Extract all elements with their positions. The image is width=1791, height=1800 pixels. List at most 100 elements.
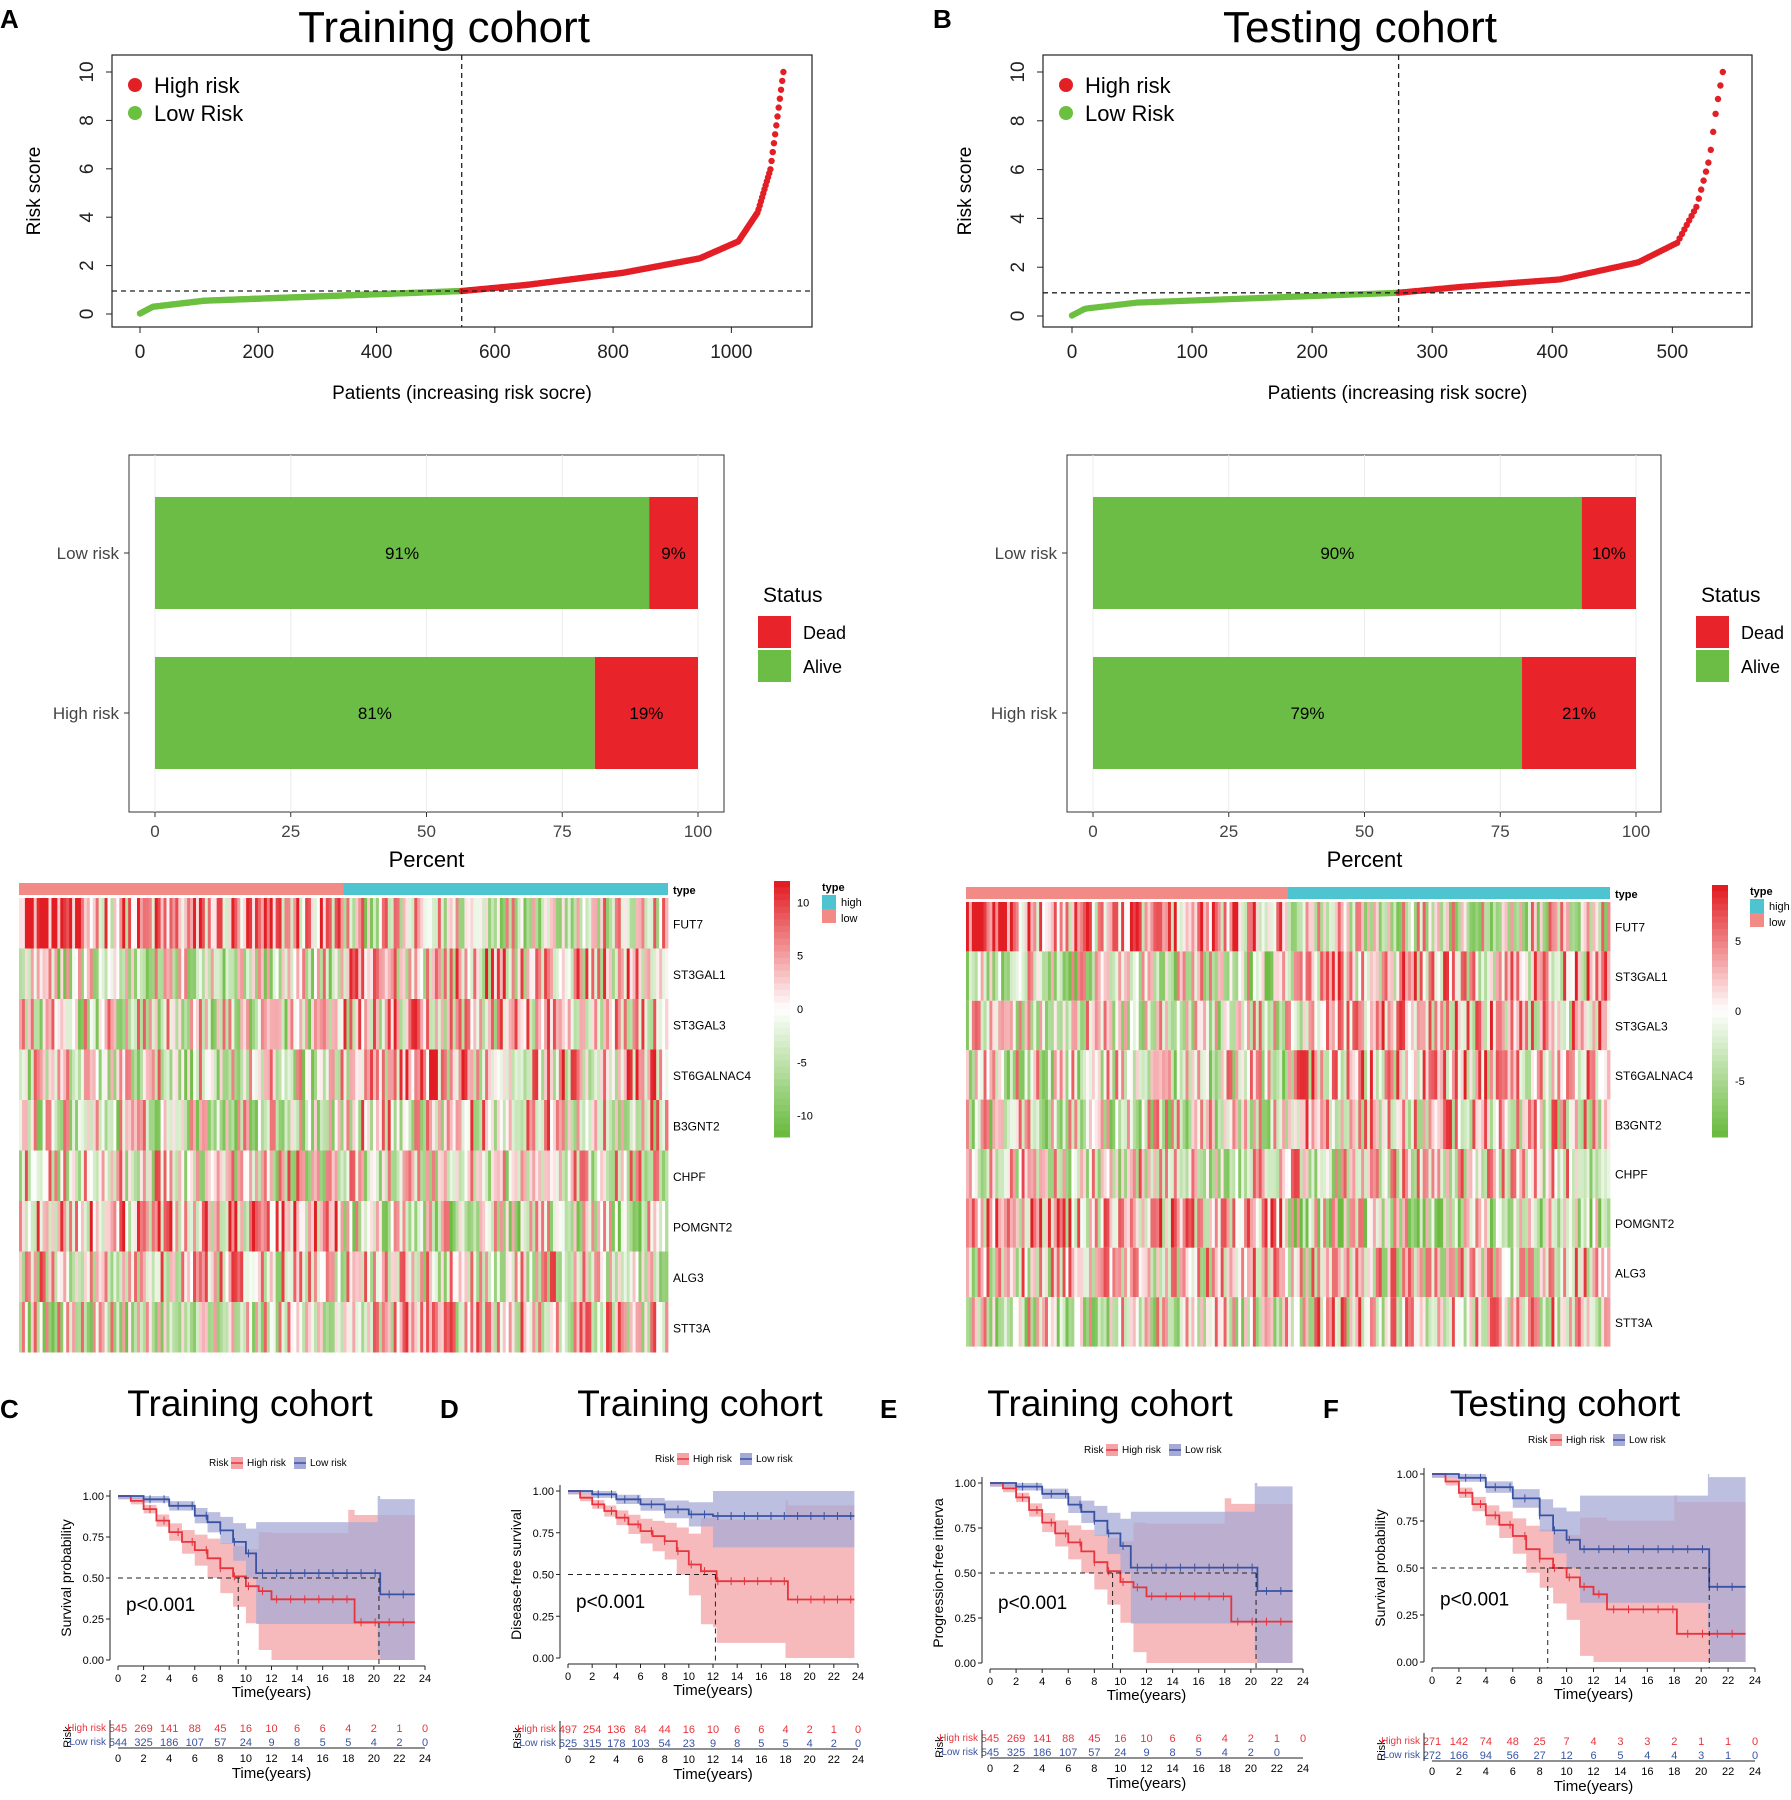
heat-cell xyxy=(1355,1149,1359,1199)
heat-cell xyxy=(201,1100,206,1151)
heat-cell xyxy=(1091,951,1096,1001)
heat-cell xyxy=(998,1247,1002,1298)
gene-label: ST6GALNAC4 xyxy=(1615,1069,1693,1083)
heat-cell xyxy=(485,948,489,999)
heat-cell xyxy=(1206,902,1210,952)
heat-cell xyxy=(998,1099,1002,1149)
heat-cell xyxy=(644,1302,648,1353)
heat-cell xyxy=(1121,1149,1125,1199)
heat-cell xyxy=(1042,1000,1046,1051)
heat-cell xyxy=(1367,1297,1371,1347)
heat-cell xyxy=(1481,902,1485,952)
heat-cell xyxy=(547,1201,551,1252)
heat-cell xyxy=(343,1302,347,1353)
heat-cell xyxy=(1314,1149,1318,1199)
heat-cell xyxy=(662,1251,666,1302)
heat-cell xyxy=(1434,1198,1438,1248)
heat-cell xyxy=(1495,902,1500,952)
heat-cell xyxy=(1021,951,1025,1001)
heat-cell xyxy=(411,1201,415,1252)
heat-cell xyxy=(1226,1297,1230,1347)
heat-cell xyxy=(110,898,114,949)
heat-cell xyxy=(1173,1198,1178,1248)
heat-cell xyxy=(1229,1247,1233,1298)
heat-cell xyxy=(1413,1198,1418,1248)
heat-cell xyxy=(1355,1000,1359,1051)
heat-cell xyxy=(1027,1247,1031,1298)
heat-cell xyxy=(246,1251,250,1302)
color-scale-step xyxy=(774,1079,790,1087)
heat-cell xyxy=(417,1049,421,1100)
heat-cell xyxy=(1343,1198,1347,1248)
heat-cell xyxy=(662,898,666,949)
heat-cell xyxy=(1443,1050,1447,1100)
heat-cell xyxy=(293,1201,297,1252)
heat-cell xyxy=(1302,1149,1306,1199)
heat-cell xyxy=(1159,1050,1163,1100)
heat-cell xyxy=(1121,1099,1125,1149)
heat-cell xyxy=(1027,1149,1031,1199)
heat-cell xyxy=(1118,1198,1122,1248)
gene-label: ST6GALNAC4 xyxy=(673,1069,751,1083)
heat-cell xyxy=(370,898,374,949)
heat-cell xyxy=(157,1100,161,1151)
heat-cell xyxy=(193,948,197,999)
heat-cell xyxy=(260,898,265,949)
heat-cell xyxy=(249,898,253,949)
heat-cell xyxy=(1264,951,1268,1001)
heat-cell xyxy=(131,1201,135,1252)
heat-cell xyxy=(1015,951,1020,1001)
heat-cell xyxy=(1548,1050,1552,1100)
heat-cell xyxy=(1252,1198,1257,1248)
heat-cell xyxy=(19,898,23,949)
heat-cell xyxy=(544,898,548,949)
heat-cell xyxy=(1331,951,1336,1001)
heat-cell xyxy=(1393,1000,1397,1051)
heat-cell xyxy=(231,948,235,999)
heat-cell xyxy=(19,1049,23,1100)
heat-cell xyxy=(632,999,636,1050)
heat-cell xyxy=(550,898,554,949)
heat-cell xyxy=(154,1049,159,1100)
heat-cell xyxy=(1217,902,1222,952)
heat-cell xyxy=(378,1150,383,1201)
heat-cell xyxy=(1495,1247,1500,1298)
heat-cell xyxy=(1372,1050,1377,1100)
heat-cell xyxy=(237,1100,241,1151)
heat-cell xyxy=(638,898,642,949)
heat-cell xyxy=(1367,951,1371,1001)
heat-cell xyxy=(552,999,557,1050)
heat-cell xyxy=(30,1049,35,1100)
heat-cell xyxy=(496,1150,501,1201)
heat-cell xyxy=(1326,1050,1330,1100)
heat-cell xyxy=(319,1100,324,1151)
heat-cell xyxy=(1235,1247,1239,1298)
heat-cell xyxy=(305,1251,309,1302)
heat-cell xyxy=(1393,951,1397,1001)
heat-cell xyxy=(423,1201,427,1252)
heat-cell xyxy=(1115,1297,1119,1347)
heat-cell xyxy=(1147,1198,1151,1248)
heat-cell xyxy=(564,1302,569,1353)
heat-cell xyxy=(617,1049,622,1100)
heat-cell xyxy=(107,898,111,949)
heat-cell xyxy=(178,1201,182,1252)
heat-cell xyxy=(75,1302,79,1353)
heat-cell xyxy=(523,1049,527,1100)
heat-cell xyxy=(1004,1247,1008,1298)
heat-cell xyxy=(1147,1000,1151,1051)
heat-cell xyxy=(1147,1297,1151,1347)
gene-label: FUT7 xyxy=(673,917,703,931)
heat-cell xyxy=(470,999,474,1050)
heat-cell xyxy=(48,1150,52,1201)
heat-cell xyxy=(632,898,636,949)
heat-cell xyxy=(1519,1198,1523,1248)
heat-cell xyxy=(1492,902,1497,952)
heat-cell xyxy=(1595,1149,1599,1199)
heat-cell xyxy=(1495,1099,1500,1149)
heat-cell xyxy=(526,948,530,999)
heat-cell xyxy=(458,948,462,999)
heat-cell xyxy=(1410,1149,1415,1199)
heat-cell xyxy=(1545,1000,1549,1051)
heat-cell xyxy=(1285,1198,1289,1248)
